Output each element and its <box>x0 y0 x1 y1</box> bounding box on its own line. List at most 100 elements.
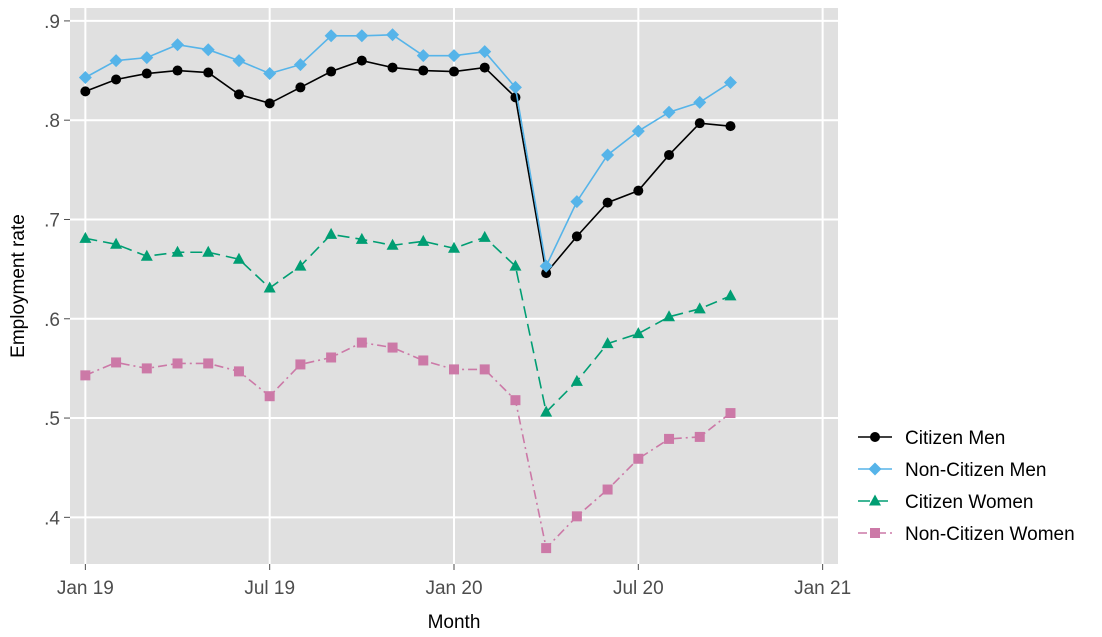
data-point <box>478 230 491 242</box>
data-point <box>449 66 459 77</box>
data-point <box>478 45 492 59</box>
data-point <box>295 359 306 370</box>
data-point <box>663 310 676 322</box>
data-point <box>111 357 122 368</box>
x-tick-label: Jan 19 <box>57 578 114 599</box>
x-axis: Jan 19 Jul 19 Jan 20 Jul 20 Jan 21 <box>57 564 851 599</box>
series-line <box>85 59 731 275</box>
data-point <box>233 366 244 377</box>
data-point <box>447 49 461 63</box>
legend-label: Citizen Women <box>905 492 1033 513</box>
data-point <box>172 358 183 369</box>
legend-marker <box>870 528 880 538</box>
data-point <box>725 408 736 419</box>
y-axis-title: Employment rate <box>8 214 29 358</box>
data-point <box>140 51 154 65</box>
data-point <box>570 374 583 386</box>
data-point <box>664 149 675 160</box>
data-point <box>140 249 153 261</box>
data-point <box>416 49 430 63</box>
data-point <box>201 43 215 57</box>
data-point <box>571 231 582 242</box>
data-point <box>571 511 582 522</box>
data-point <box>355 232 368 244</box>
legend-marker <box>869 494 881 506</box>
data-point <box>632 327 645 339</box>
data-point <box>386 28 400 42</box>
data-point <box>110 237 123 249</box>
series-line <box>84 33 731 269</box>
data-point <box>326 352 337 363</box>
data-point <box>203 67 214 78</box>
data-point <box>295 82 306 93</box>
data-point <box>387 62 398 73</box>
data-point <box>111 74 122 85</box>
legend-label: Citizen Men <box>905 428 1005 449</box>
data-point <box>326 66 337 77</box>
data-point <box>510 395 521 406</box>
y-tick-label: .5 <box>44 409 60 430</box>
data-point <box>417 234 430 246</box>
data-point <box>294 259 307 271</box>
data-point <box>539 259 553 273</box>
x-tick-label: Jul 20 <box>613 578 664 599</box>
data-point <box>662 105 676 119</box>
data-point <box>203 358 214 369</box>
x-tick-label: Jan 21 <box>794 578 851 599</box>
data-point <box>141 363 152 374</box>
data-point <box>264 98 275 109</box>
data-point <box>693 302 706 314</box>
series-line <box>85 233 731 414</box>
series-layer <box>78 28 737 554</box>
y-tick-label: .8 <box>44 111 60 132</box>
data-point <box>479 364 490 375</box>
legend-marker <box>870 432 880 442</box>
legend-item: Citizen Women <box>858 492 1033 513</box>
series-non-citizen-women <box>80 337 736 554</box>
data-point <box>264 391 275 402</box>
data-point <box>355 29 369 43</box>
data-point <box>479 62 490 73</box>
y-tick-label: .6 <box>44 310 60 331</box>
data-point <box>509 259 522 271</box>
data-point <box>633 453 644 464</box>
series-citizen-men <box>80 55 736 279</box>
legend-marker <box>868 462 882 476</box>
x-axis-title: Month <box>428 612 481 633</box>
data-point <box>78 71 92 84</box>
data-point <box>724 289 737 301</box>
data-point <box>694 431 705 442</box>
data-point <box>602 197 613 208</box>
data-point <box>80 86 91 97</box>
y-tick-label: .4 <box>44 508 60 529</box>
data-point <box>202 245 215 257</box>
data-point <box>664 433 675 444</box>
legend-item: Non-Citizen Women <box>858 524 1075 545</box>
data-point <box>263 67 277 81</box>
y-axis: .4 .5 .6 .7 .8 .9 <box>44 12 70 529</box>
data-point <box>141 68 152 79</box>
data-point <box>172 65 183 76</box>
legend-item: Citizen Men <box>858 428 1005 449</box>
data-point <box>601 337 614 349</box>
legend-label: Non-Citizen Men <box>905 460 1047 481</box>
series-citizen-women <box>79 227 737 417</box>
data-point <box>540 405 553 417</box>
data-point <box>693 95 707 109</box>
data-point <box>633 185 644 196</box>
data-point <box>541 268 552 279</box>
data-point <box>80 370 91 381</box>
data-point <box>233 89 244 100</box>
data-point <box>387 342 398 353</box>
data-point <box>171 245 184 257</box>
y-tick-label: .9 <box>44 12 60 33</box>
data-point <box>324 29 338 43</box>
data-point <box>171 38 185 52</box>
legend-label: Non-Citizen Women <box>905 524 1075 545</box>
data-point <box>601 148 615 162</box>
data-point <box>356 55 367 66</box>
data-point <box>449 364 459 375</box>
series-non-citizen-men <box>78 28 737 273</box>
data-point <box>293 58 307 72</box>
